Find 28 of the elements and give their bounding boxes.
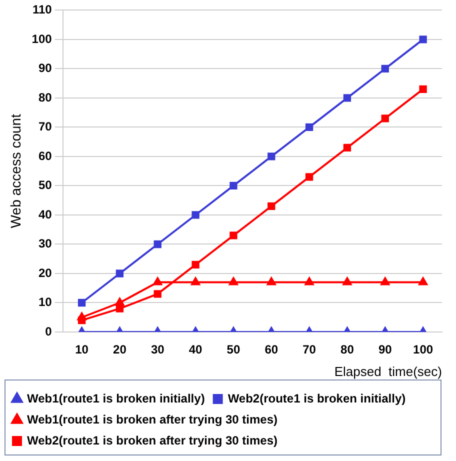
y-tick-label: 40 [38,207,52,222]
x-tick-label: 80 [340,342,354,357]
x-tick-label: 20 [113,342,127,357]
y-tick-label: 60 [38,148,52,163]
x-tick-label: 50 [226,342,240,357]
legend-label: Web2(route1 is broken after trying 30 times) [27,433,278,448]
x-tick-label: 10 [75,342,89,357]
y-tick-label: 90 [38,61,52,76]
legend-label: Web2(route1 is broken initially) [228,391,406,406]
x-axis-title: Elapsed time(sec) [334,364,442,379]
legend-label: Web1(route1 is broken after trying 30 times) [27,412,278,426]
x-tick-label: 40 [188,342,203,357]
y-tick-label: 10 [38,295,52,310]
y-tick-label: 80 [38,90,52,104]
x-tick-label: 30 [150,342,165,357]
x-tick-label: 90 [378,342,392,357]
x-tick-label: 70 [302,342,316,357]
y-tick-label: 20 [38,266,52,280]
y-tick-label: 50 [38,178,52,192]
y-axis-title: Web access count [7,114,24,228]
y-tick-label: 30 [38,236,52,251]
x-tick-label: 100 [413,342,434,357]
y-tick-label: 100 [32,32,52,46]
x-tick-label: 60 [264,342,278,357]
y-tick-label: 110 [32,2,52,17]
y-tick-label: 70 [38,120,52,134]
y-tick-label: 0 [45,324,52,338]
legend-label: Web1(route1 is broken initially) [27,391,205,406]
